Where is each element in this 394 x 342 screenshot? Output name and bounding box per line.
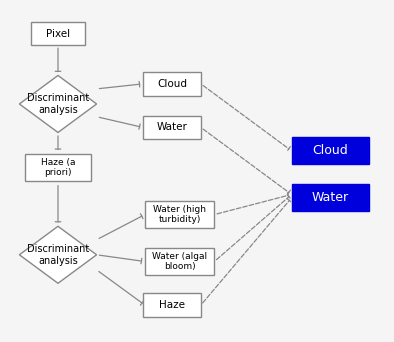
Text: Water: Water <box>156 122 187 132</box>
FancyBboxPatch shape <box>292 184 369 211</box>
Text: Discriminant
analysis: Discriminant analysis <box>27 244 89 266</box>
FancyBboxPatch shape <box>145 201 214 228</box>
FancyBboxPatch shape <box>31 22 85 45</box>
Polygon shape <box>19 76 97 132</box>
Text: Water: Water <box>312 191 349 204</box>
Text: Discriminant
analysis: Discriminant analysis <box>27 93 89 115</box>
FancyBboxPatch shape <box>143 72 201 96</box>
Text: Cloud: Cloud <box>312 144 348 157</box>
FancyBboxPatch shape <box>143 116 201 139</box>
FancyBboxPatch shape <box>25 154 91 181</box>
FancyBboxPatch shape <box>292 137 369 164</box>
Text: Haze: Haze <box>159 300 185 310</box>
Text: Water (high
turbidity): Water (high turbidity) <box>153 205 206 224</box>
FancyBboxPatch shape <box>143 293 201 317</box>
Text: Pixel: Pixel <box>46 29 70 39</box>
Polygon shape <box>19 226 97 283</box>
FancyBboxPatch shape <box>145 248 214 275</box>
Text: Water (algal
bloom): Water (algal bloom) <box>152 252 207 271</box>
Text: Cloud: Cloud <box>157 79 187 89</box>
Text: Haze (a
priori): Haze (a priori) <box>41 158 75 177</box>
